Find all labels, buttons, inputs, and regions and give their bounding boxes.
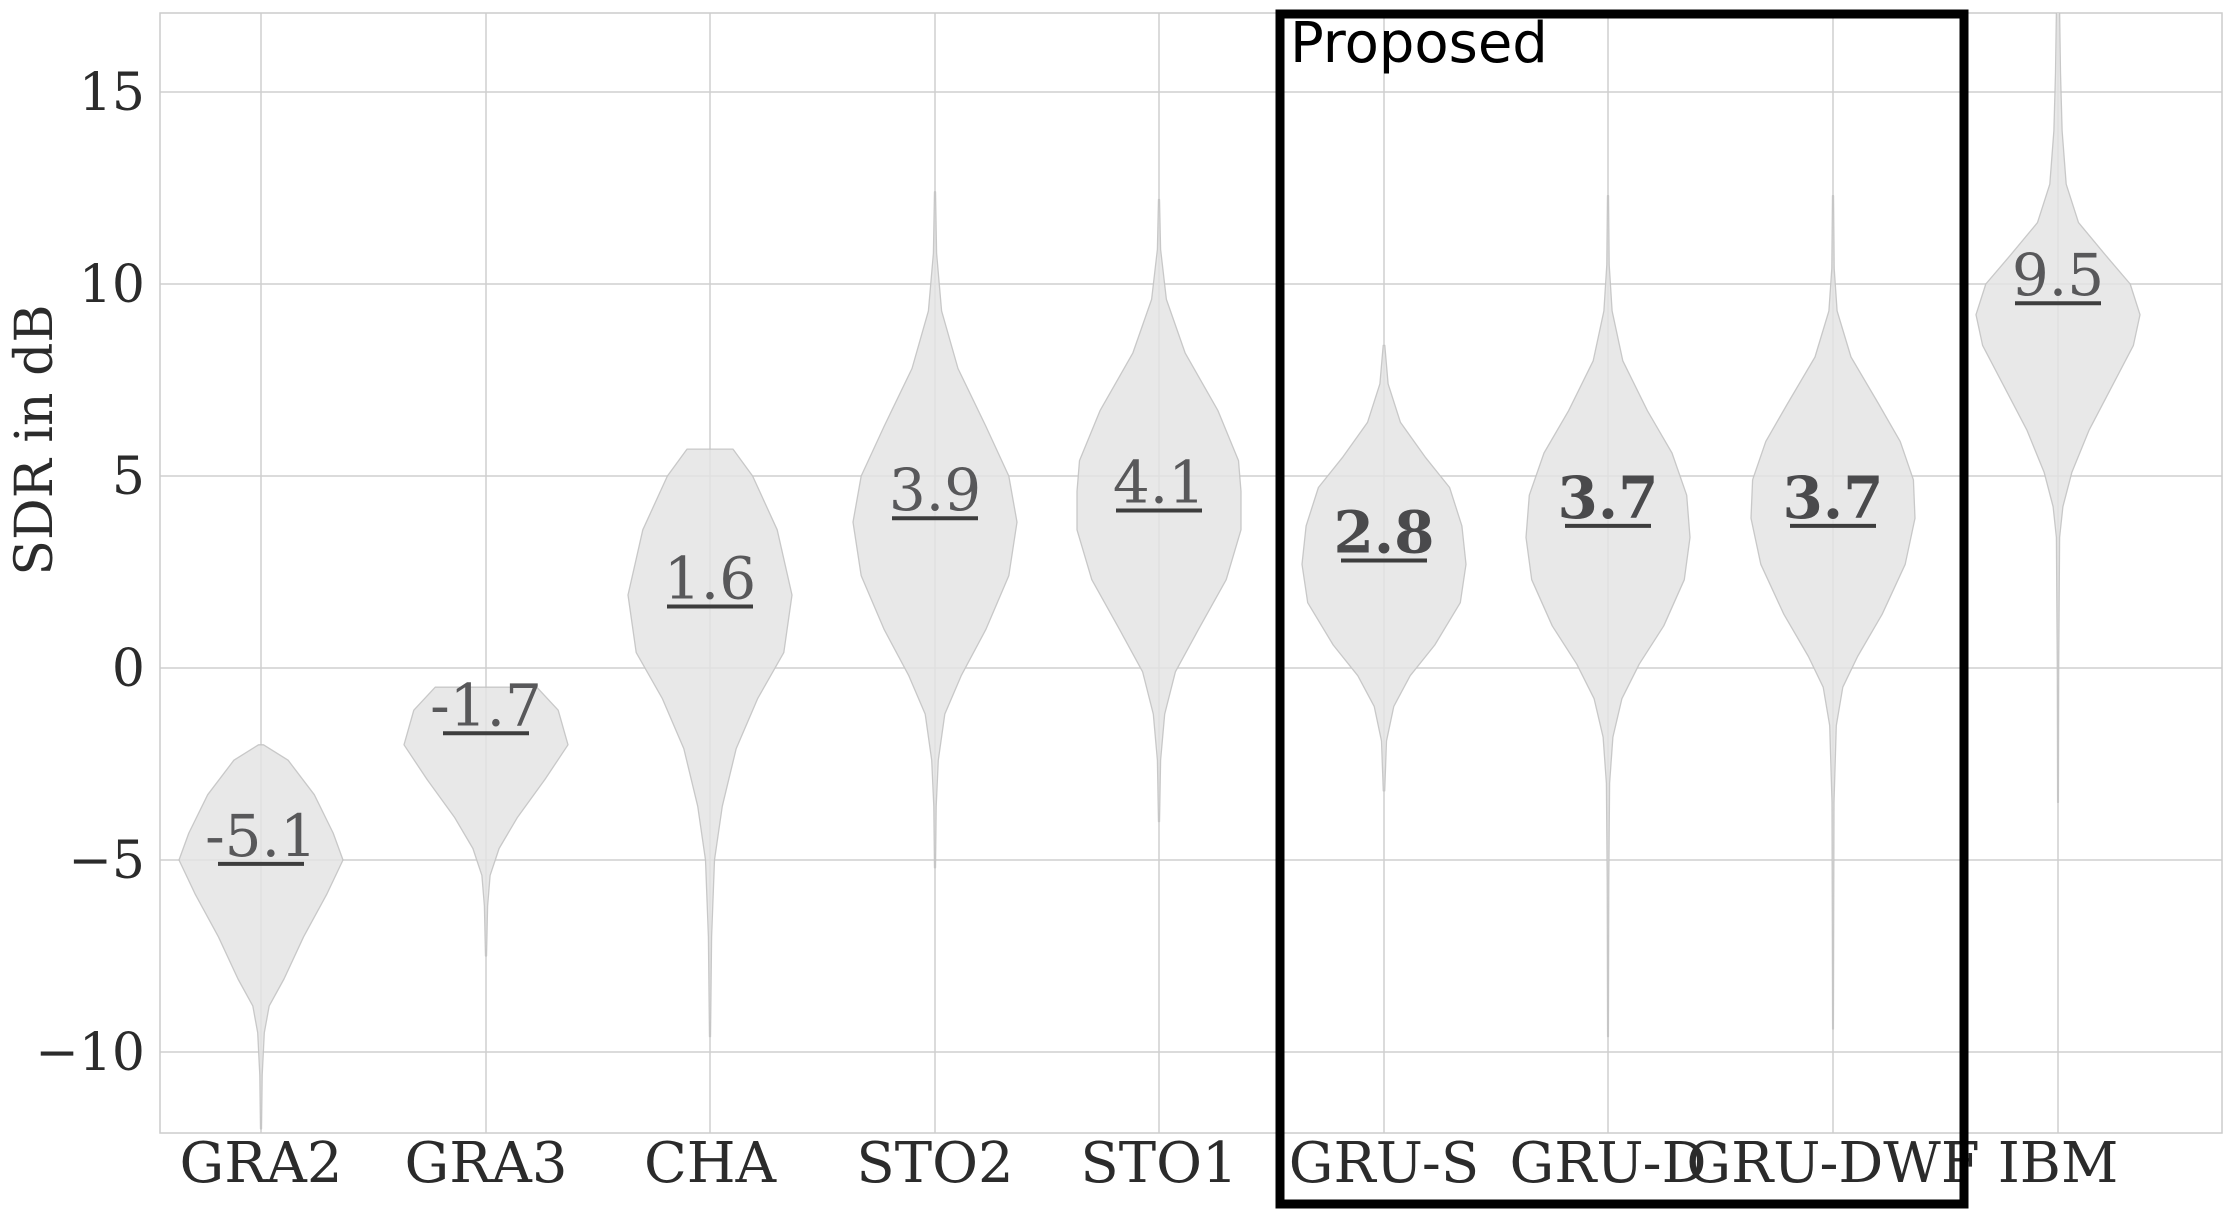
y-tick-label: 15: [79, 63, 145, 123]
median-value-label: -1.7: [430, 671, 542, 739]
violin-GRU-S: [1301, 344, 1467, 792]
violin-IBM: [1975, 13, 2141, 804]
x-category-label: CHA: [644, 1131, 777, 1196]
y-tick-label: 10: [79, 255, 145, 315]
violin-GRA3: [403, 686, 569, 957]
proposed-box-label: Proposed: [1290, 11, 1548, 76]
x-category-label: STO2: [856, 1131, 1013, 1196]
x-category-label: STO1: [1080, 1131, 1237, 1196]
y-tick-label: 5: [112, 447, 145, 507]
y-axis-title: SDR in dB: [5, 304, 65, 575]
y-tick-label: −5: [68, 831, 145, 891]
x-category-label: IBM: [1998, 1131, 2119, 1196]
axis-layer: 15 10 5 0 −5 −10 GRA2 GRA3 CHA STO2 STO1 GRU-S GRU-D…: [35, 63, 2118, 1196]
median-value-label: 3.7: [1558, 464, 1659, 532]
median-value-label: 2.8: [1334, 498, 1435, 566]
violin-GRA2: [178, 744, 344, 1130]
median-value-label: 3.9: [889, 456, 981, 524]
median-value-label: 4.1: [1113, 449, 1205, 517]
median-value-label: 1.6: [664, 545, 756, 613]
median-value-label: -5.1: [205, 802, 317, 870]
x-category-label: GRU-D: [1510, 1131, 1707, 1196]
y-tick-label: 0: [112, 639, 145, 699]
median-layer: -5.1 -1.7 1.6 3.9 4.1 2.8 3.7 3.7 9.5: [205, 241, 2104, 870]
violin-STO2: [852, 191, 1018, 869]
violin-CHA: [627, 448, 793, 1038]
x-category-label: GRA3: [405, 1131, 568, 1196]
proposed-methods-box: [1275, 9, 1969, 1209]
x-category-label: GRA2: [180, 1131, 343, 1196]
violin-GRU-DWF: [1750, 195, 1916, 1030]
y-tick-label: −10: [35, 1023, 145, 1083]
x-category-label: GRU-DWF: [1686, 1131, 1979, 1196]
plot-border: [159, 12, 2223, 1134]
median-value-label: 9.5: [2012, 241, 2104, 309]
violin-GRU-D: [1525, 195, 1691, 1038]
median-value-label: 3.7: [1783, 464, 1884, 532]
x-category-label: GRU-S: [1289, 1131, 1479, 1196]
